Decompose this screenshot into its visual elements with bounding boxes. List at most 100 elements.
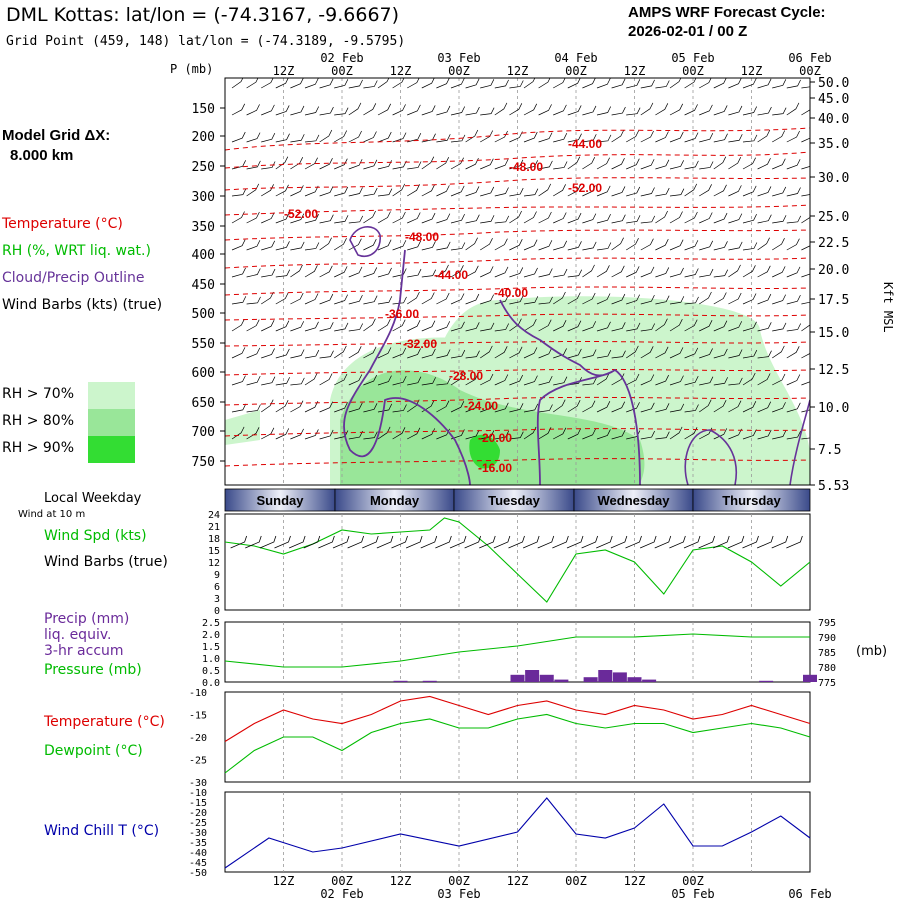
bottom-time-tick: 12Z xyxy=(507,874,529,888)
cs-wind-barb xyxy=(553,78,566,89)
wind-speed-line xyxy=(224,517,811,603)
cs-wind-barb xyxy=(377,211,391,224)
surface-wind-barb xyxy=(508,535,525,549)
kft-tick-label: 50.0 xyxy=(818,76,849,91)
cs-wind-barb xyxy=(640,402,655,413)
legend-wind-barbs: Wind Barbs (kts) (true) xyxy=(2,297,163,313)
cs-wind-barb xyxy=(684,104,698,116)
cs-wind-barb xyxy=(596,78,611,89)
cs-wind-barb xyxy=(728,213,743,224)
surface-wind-barb xyxy=(405,535,423,549)
cs-wind-barb xyxy=(436,213,451,224)
cs-wind-barb xyxy=(450,401,465,413)
cs-wind-barb xyxy=(684,211,698,224)
cs-wind-barb xyxy=(582,377,597,386)
cs-wind-barb xyxy=(480,345,493,359)
cs-wind-barb xyxy=(567,400,581,413)
cs-wind-barb xyxy=(261,376,276,386)
rh90-region xyxy=(469,434,500,469)
cs-wind-barb xyxy=(348,187,363,197)
cs-wind-barb xyxy=(786,130,800,143)
cs-wind-barb xyxy=(275,428,290,440)
cs-wind-barb xyxy=(480,215,495,224)
cs-wind-barb xyxy=(655,131,669,143)
cs-wind-barb xyxy=(377,319,391,332)
isotherm-label: -28.00 xyxy=(449,369,483,383)
cs-wind-barb xyxy=(640,346,654,359)
cs-wind-barb xyxy=(611,373,625,386)
cs-wind-barb xyxy=(319,106,334,116)
cs-wind-barb xyxy=(596,372,610,386)
cs-wind-barb xyxy=(275,184,289,197)
cs-wind-barb xyxy=(304,242,320,251)
cs-wind-barb xyxy=(377,188,393,197)
cs-wind-barb xyxy=(699,78,712,89)
cs-wind-barb xyxy=(465,322,480,332)
cs-wind-barb xyxy=(611,237,624,251)
isotherm-label: -52.00 xyxy=(568,181,602,195)
cs-wind-barb xyxy=(626,158,640,170)
dewpoint-label: Dewpoint (°C) xyxy=(44,743,143,759)
windchill-panel-ytick: -20 xyxy=(189,808,207,819)
cs-wind-barb xyxy=(553,212,567,224)
cs-wind-barb xyxy=(304,106,320,116)
pressure-tick-label: 300 xyxy=(192,190,215,205)
surface-wind-barb xyxy=(581,535,599,549)
cs-wind-barb xyxy=(450,106,466,116)
cs-wind-barb xyxy=(655,267,670,278)
cs-wind-barb xyxy=(728,185,742,197)
cs-wind-barb xyxy=(552,399,566,413)
kft-tick-label: 7.5 xyxy=(818,443,841,458)
cs-wind-barb xyxy=(626,130,640,143)
cs-wind-barb xyxy=(290,321,305,332)
wind-panel-ytick: 18 xyxy=(208,534,220,545)
cs-wind-barb xyxy=(275,269,291,278)
top-date-label: 06 Feb xyxy=(788,51,831,65)
surface-wind-barb xyxy=(303,535,321,549)
weekday-label-0: Sunday xyxy=(257,493,305,508)
cs-wind-barb xyxy=(436,321,451,332)
cs-wind-barb xyxy=(669,188,685,197)
cs-wind-barb xyxy=(348,102,362,116)
cs-wind-barb xyxy=(392,183,406,197)
isotherm-line xyxy=(225,127,810,151)
cs-wind-barb xyxy=(611,293,626,305)
kft-tick-label: 45.0 xyxy=(818,92,849,107)
cs-wind-barb xyxy=(669,296,685,305)
cs-wind-barb xyxy=(407,161,422,170)
top-time-tick: 00Z xyxy=(565,64,587,78)
cs-wind-barb xyxy=(538,132,553,143)
cs-wind-barb xyxy=(407,132,422,143)
bottom-date-label: 03 Feb xyxy=(437,887,480,900)
cs-wind-barb xyxy=(742,265,756,278)
surface-wind-barb xyxy=(625,535,642,549)
cs-wind-barb xyxy=(757,214,772,224)
legend-temperature: Temperature (°C) xyxy=(2,216,123,232)
cs-wind-barb xyxy=(801,166,810,170)
cs-wind-barb xyxy=(669,131,684,143)
windchill-panel-ytick: -25 xyxy=(189,818,207,829)
cs-wind-barb xyxy=(261,161,276,170)
gridpoint-label: Grid Point (459, 148) lat/lon = (-74.318… xyxy=(6,34,406,49)
cs-wind-barb xyxy=(231,239,246,251)
precip-panel-ytick: 0.5 xyxy=(202,666,220,677)
cs-wind-barb xyxy=(392,160,407,170)
wind10-label: Wind at 10 m xyxy=(18,509,86,520)
surface-wind-barb xyxy=(332,535,350,549)
cs-wind-barb xyxy=(713,241,728,251)
surface-wind-barb xyxy=(288,535,306,549)
cs-wind-barb xyxy=(713,212,728,224)
cs-wind-barb xyxy=(450,321,465,332)
top-time-tick: 12Z xyxy=(507,64,529,78)
cs-wind-barb xyxy=(407,78,420,89)
cs-wind-barb xyxy=(407,320,421,332)
cs-wind-barb xyxy=(261,240,276,251)
kft-tick-label: 10.0 xyxy=(818,401,849,416)
cs-wind-barb xyxy=(304,372,318,386)
bottom-time-tick: 00Z xyxy=(331,874,353,888)
cs-wind-barb xyxy=(436,264,449,278)
cs-wind-barb xyxy=(582,292,596,305)
cs-wind-barb xyxy=(465,373,479,386)
cs-wind-barb xyxy=(494,159,509,170)
cs-wind-barb xyxy=(611,186,626,197)
